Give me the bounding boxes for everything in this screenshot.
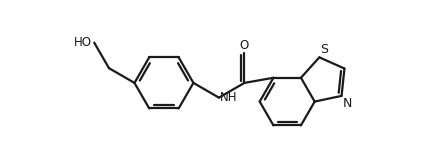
Text: NH: NH [219, 91, 237, 104]
Text: S: S [319, 43, 328, 56]
Text: O: O [239, 39, 249, 53]
Text: HO: HO [74, 36, 92, 49]
Text: N: N [342, 97, 351, 110]
